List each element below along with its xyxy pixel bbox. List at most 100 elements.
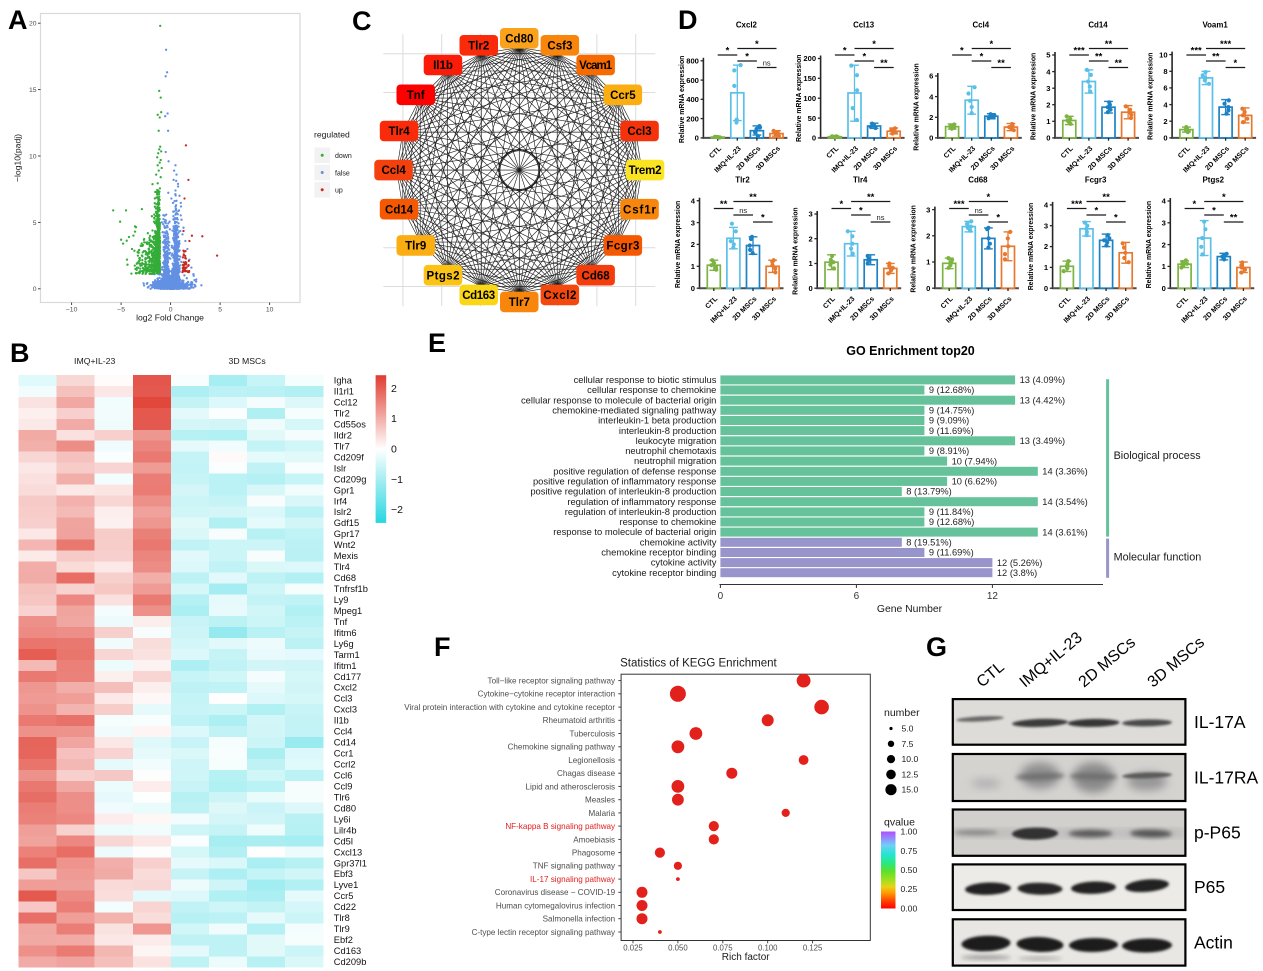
svg-text:Igha: Igha bbox=[334, 376, 353, 386]
svg-text:0: 0 bbox=[1046, 134, 1050, 143]
svg-text:***: *** bbox=[953, 199, 964, 210]
svg-text:log2 Fold Change: log2 Fold Change bbox=[136, 313, 204, 323]
svg-text:Lyve1: Lyve1 bbox=[334, 880, 358, 890]
svg-text:3: 3 bbox=[691, 218, 695, 227]
svg-text:Ccl4: Ccl4 bbox=[972, 21, 989, 30]
svg-text:chemokine activity: chemokine activity bbox=[640, 536, 717, 547]
svg-text:*: * bbox=[996, 213, 1000, 224]
svg-text:Measles: Measles bbox=[585, 796, 615, 805]
svg-text:9 (11.69%): 9 (11.69%) bbox=[929, 426, 974, 436]
svg-text:4: 4 bbox=[1046, 67, 1051, 76]
svg-text:IL-17 signaling pathway: IL-17 signaling pathway bbox=[530, 875, 616, 884]
svg-text:3: 3 bbox=[808, 210, 812, 219]
svg-text:2: 2 bbox=[691, 240, 695, 249]
svg-text:Cd68: Cd68 bbox=[582, 270, 611, 282]
svg-text:−log10(padj): −log10(padj) bbox=[13, 134, 23, 182]
svg-text:Islr: Islr bbox=[334, 463, 346, 473]
svg-text:*: * bbox=[1212, 206, 1216, 217]
svg-text:0: 0 bbox=[718, 591, 724, 602]
svg-text:Ildr2: Ildr2 bbox=[334, 430, 352, 440]
svg-text:12 (5.26%): 12 (5.26%) bbox=[997, 558, 1042, 568]
svg-text:qvalue: qvalue bbox=[884, 817, 915, 829]
svg-text:p-P65: p-P65 bbox=[1194, 823, 1241, 843]
svg-text:3: 3 bbox=[1046, 84, 1050, 93]
svg-text:*: * bbox=[859, 206, 863, 217]
svg-text:Tnf: Tnf bbox=[407, 90, 425, 102]
svg-text:Cd5l: Cd5l bbox=[334, 836, 353, 846]
svg-text:Il1b: Il1b bbox=[334, 716, 349, 726]
svg-text:ns: ns bbox=[877, 213, 885, 222]
svg-text:***: *** bbox=[1191, 46, 1202, 57]
svg-text:0.050: 0.050 bbox=[668, 943, 688, 952]
svg-text:−1: −1 bbox=[391, 474, 403, 486]
svg-text:2: 2 bbox=[391, 383, 397, 395]
svg-text:Csf3: Csf3 bbox=[547, 40, 572, 52]
svg-text:Biological process: Biological process bbox=[1114, 450, 1202, 462]
svg-text:Human cytomegalovirus infectio: Human cytomegalovirus infection bbox=[496, 901, 615, 910]
svg-text:Lipid and atherosclerosis: Lipid and atherosclerosis bbox=[526, 782, 616, 791]
svg-text:Cd55os: Cd55os bbox=[334, 420, 366, 430]
svg-text:**: ** bbox=[1230, 213, 1238, 224]
svg-text:14 (3.61%): 14 (3.61%) bbox=[1042, 527, 1087, 537]
svg-text:Relative mRNA expression: Relative mRNA expression bbox=[793, 207, 800, 294]
svg-text:1: 1 bbox=[808, 259, 813, 268]
svg-text:2: 2 bbox=[926, 232, 930, 241]
svg-text:0: 0 bbox=[812, 134, 816, 143]
svg-text:Cxcl3: Cxcl3 bbox=[334, 705, 357, 715]
svg-text:Cd80: Cd80 bbox=[505, 33, 533, 45]
svg-text:20: 20 bbox=[29, 21, 37, 28]
svg-text:NF-kappa B signaling pathway: NF-kappa B signaling pathway bbox=[505, 822, 616, 831]
svg-text:Mexis: Mexis bbox=[334, 551, 359, 561]
svg-text:neutrophil migration: neutrophil migration bbox=[634, 455, 716, 466]
svg-text:400: 400 bbox=[686, 95, 699, 104]
svg-text:E: E bbox=[428, 328, 446, 358]
svg-text:Relative mRNA expression: Relative mRNA expression bbox=[796, 54, 803, 141]
svg-text:Relative mRNA expression: Relative mRNA expression bbox=[1146, 201, 1153, 288]
svg-text:Csf1r: Csf1r bbox=[623, 204, 657, 216]
svg-text:*: * bbox=[1114, 213, 1118, 224]
svg-text:cytokine receptor binding: cytokine receptor binding bbox=[612, 567, 716, 578]
svg-text:cellular response to chemokine: cellular response to chemokine bbox=[587, 384, 716, 395]
svg-text:**: ** bbox=[1115, 58, 1123, 69]
svg-text:positive regulation of defense: positive regulation of defense response bbox=[553, 465, 716, 476]
svg-text:−5: −5 bbox=[117, 307, 125, 314]
svg-text:response to molecule of bacter: response to molecule of bacterial origin bbox=[553, 526, 716, 537]
svg-text:leukocyte migration: leukocyte migration bbox=[636, 435, 717, 446]
svg-text:100: 100 bbox=[803, 94, 816, 103]
svg-text:2: 2 bbox=[929, 113, 933, 122]
svg-text:0.25: 0.25 bbox=[901, 884, 918, 894]
svg-text:*: * bbox=[745, 52, 749, 63]
svg-text:0: 0 bbox=[695, 134, 699, 143]
svg-text:Ccr5: Ccr5 bbox=[334, 891, 354, 901]
svg-text:Mpeg1: Mpeg1 bbox=[334, 606, 362, 616]
svg-text:Cd80: Cd80 bbox=[334, 803, 356, 813]
svg-text:Cd14: Cd14 bbox=[385, 204, 414, 216]
svg-text:9 (11.84%): 9 (11.84%) bbox=[929, 507, 974, 517]
svg-text:*: * bbox=[960, 46, 964, 57]
svg-text:*: * bbox=[839, 199, 843, 210]
svg-text:B: B bbox=[10, 338, 30, 368]
svg-text:false: false bbox=[335, 170, 350, 177]
svg-text:Ly6g: Ly6g bbox=[334, 639, 354, 649]
svg-text:5.0: 5.0 bbox=[902, 724, 914, 734]
svg-text:*: * bbox=[862, 52, 866, 63]
svg-text:2: 2 bbox=[1163, 117, 1167, 126]
svg-text:Tlr4: Tlr4 bbox=[389, 126, 411, 138]
svg-text:*: * bbox=[1234, 58, 1238, 69]
svg-text:Vcam1: Vcam1 bbox=[579, 60, 613, 72]
svg-text:IMQ+IL-23: IMQ+IL-23 bbox=[74, 356, 115, 366]
svg-text:Cd177: Cd177 bbox=[334, 672, 361, 682]
svg-text:12.5: 12.5 bbox=[902, 769, 919, 779]
svg-text:6: 6 bbox=[1163, 84, 1167, 93]
svg-text:Fcgr3: Fcgr3 bbox=[606, 241, 639, 253]
svg-text:8: 8 bbox=[1163, 67, 1167, 76]
svg-text:F: F bbox=[434, 632, 451, 662]
svg-text:Cd14: Cd14 bbox=[1088, 21, 1108, 30]
svg-text:0: 0 bbox=[926, 284, 930, 293]
svg-text:neutrophil chemotaxis: neutrophil chemotaxis bbox=[625, 445, 717, 456]
svg-text:Legionellosis: Legionellosis bbox=[568, 756, 615, 765]
svg-text:9 (14.75%): 9 (14.75%) bbox=[929, 406, 974, 416]
svg-text:Tlr8: Tlr8 bbox=[334, 913, 350, 923]
svg-text:4: 4 bbox=[691, 196, 696, 205]
svg-text:Statistics of KEGG Enrichment: Statistics of KEGG Enrichment bbox=[620, 658, 777, 670]
